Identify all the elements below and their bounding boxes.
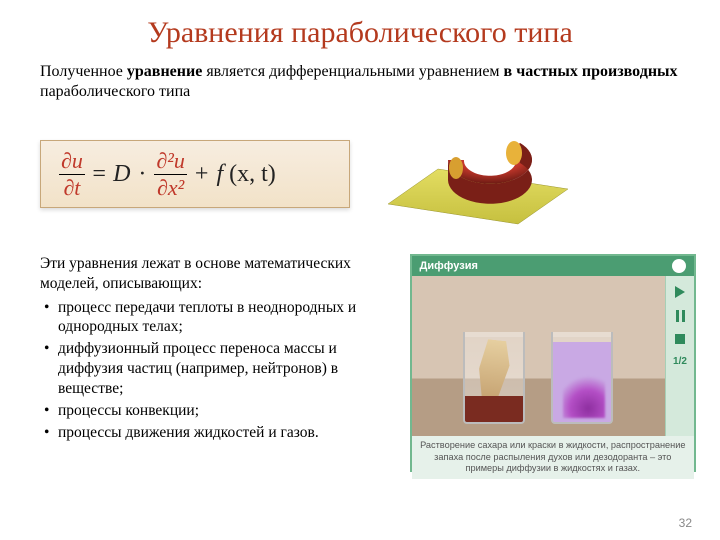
- pause-icon[interactable]: [676, 310, 685, 322]
- applications-list: процесс передачи теплоты в неоднородных …: [40, 298, 396, 443]
- stop-icon[interactable]: [675, 334, 685, 344]
- video-controls: 1/2: [666, 276, 694, 436]
- beaker-right: [551, 332, 613, 424]
- lhs-fraction: ∂u ∂t: [59, 149, 85, 198]
- dot-op: ·: [136, 161, 148, 188]
- source-args: (x, t): [229, 161, 276, 188]
- equals-sign: =: [91, 161, 107, 188]
- lhs-den: ∂t: [61, 176, 82, 199]
- rhs-fraction: ∂²u ∂x²: [154, 149, 186, 198]
- intro-pre: Полученное: [40, 63, 127, 80]
- video-widget: Диффузия 1/2 Растворение сахара: [410, 254, 696, 472]
- torus-figure: [378, 114, 578, 234]
- applications-col: Эти уравнения лежат в основе математичес…: [40, 254, 396, 472]
- list-item: процессы конвекции;: [44, 401, 396, 421]
- intro-paragraph: Полученное уравнение является дифференци…: [0, 50, 720, 110]
- page-number: 32: [679, 516, 692, 530]
- list-item: диффузионный процесс переноса массы и ди…: [44, 339, 396, 398]
- intro-bold-2: в частных производных: [504, 63, 678, 80]
- list-item: процесс передачи теплоты в неоднородных …: [44, 298, 396, 338]
- coeff-D: D: [113, 161, 130, 188]
- slide-counter: 1/2: [673, 356, 687, 367]
- intro-mid: является дифференциальными уравнением: [202, 63, 503, 80]
- video-body: 1/2: [412, 276, 694, 436]
- source-f: f: [216, 161, 223, 188]
- intro-bold-1: уравнение: [127, 63, 202, 80]
- ink-swirl-icon: [563, 370, 605, 418]
- fullscreen-icon[interactable]: [672, 259, 686, 273]
- video-header: Диффузия: [412, 256, 694, 276]
- list-item: процессы движения жидкостей и газов.: [44, 423, 396, 443]
- intro-post: параболического типа: [40, 83, 190, 100]
- video-scene[interactable]: [412, 276, 666, 436]
- lhs-num: ∂u: [59, 149, 85, 172]
- sugar-bag-icon: [476, 339, 512, 402]
- beaker-left: [463, 332, 525, 424]
- equation-row: ∂u ∂t = D · ∂²u ∂x² + f(x, t): [0, 110, 720, 234]
- lower-row: Эти уравнения лежат в основе математичес…: [0, 234, 720, 472]
- equation-box: ∂u ∂t = D · ∂²u ∂x² + f(x, t): [40, 140, 350, 207]
- plus-sign: +: [193, 161, 211, 188]
- list-intro: Эти уравнения лежат в основе математичес…: [40, 254, 396, 294]
- page-title: Уравнения параболического типа: [0, 0, 720, 50]
- video-title: Диффузия: [420, 260, 478, 272]
- beaker-left-liquid: [465, 396, 523, 422]
- video-caption: Растворение сахара или краски в жидкости…: [412, 436, 694, 479]
- rhs-den: ∂x²: [155, 176, 186, 199]
- heat-equation: ∂u ∂t = D · ∂²u ∂x² + f(x, t): [59, 149, 331, 198]
- play-icon[interactable]: [675, 286, 685, 298]
- rhs-num: ∂²u: [154, 149, 186, 172]
